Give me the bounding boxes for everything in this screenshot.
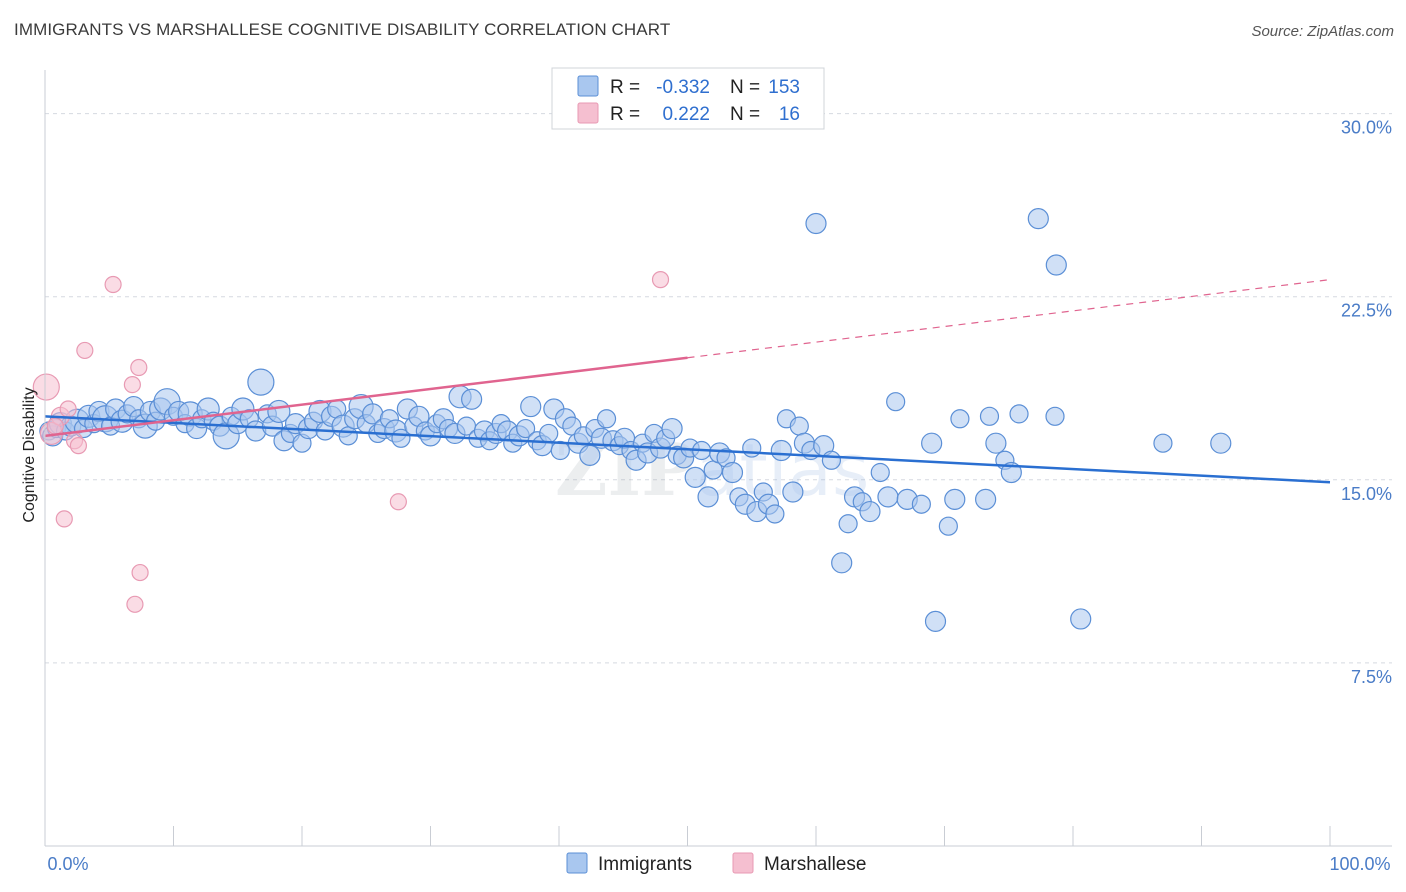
immigrants-point [782, 481, 804, 503]
immigrants-point [831, 552, 853, 574]
immigrants-point [821, 450, 842, 470]
legend: R = -0.332 N = 153 R = 0.222 N = 16 [551, 67, 825, 130]
marshallese-point [32, 373, 60, 401]
immigrants-points [39, 207, 1232, 633]
immigrants-point [1153, 433, 1173, 453]
immigrants-point [765, 504, 785, 524]
marshallese-points [32, 271, 670, 613]
bottom-legend: Immigrants Marshallese [566, 852, 866, 875]
y-axis-title: Cognitive Disability [21, 387, 38, 522]
immigrants-point [1027, 207, 1049, 230]
marshallese-point [104, 275, 122, 294]
immigrants-point [697, 486, 719, 508]
immigrants-point [805, 212, 827, 235]
marshallese-point [389, 493, 407, 511]
immigrants-point [870, 462, 890, 483]
immigrants-point [550, 440, 570, 461]
immigrants-point [1045, 254, 1067, 276]
immigrants-point [985, 432, 1007, 454]
legend-n-label-marshallese: N = [730, 104, 760, 125]
immigrants-point [838, 514, 858, 534]
marshallese-trend-line-extrapolated [687, 279, 1331, 359]
immigrants-point [1000, 461, 1022, 484]
y-tick-label: 22.5% [1341, 301, 1392, 321]
x-axis-ticks [44, 826, 1331, 846]
marshallese-point [59, 400, 77, 418]
y-tick-label: 30.0% [1341, 118, 1392, 138]
x-tick-label-min: 0.0% [47, 854, 88, 874]
legend-n-value-marshallese: 16 [779, 104, 800, 125]
immigrants-point [539, 423, 559, 444]
legend-r-label-immigrants: R = [610, 77, 640, 98]
immigrants-point [886, 392, 906, 412]
immigrants-point [924, 610, 947, 633]
chart-source: Source: ZipAtlas.com [1251, 23, 1394, 40]
legend-swatch-marshallese [577, 102, 599, 124]
immigrants-point [742, 438, 762, 458]
grid-layer [45, 113, 1392, 664]
bottom-legend-immigrants: Immigrants [598, 854, 692, 875]
immigrants-point [770, 439, 792, 462]
y-tick-label: 15.0% [1341, 484, 1392, 504]
immigrants-point [975, 488, 997, 510]
immigrants-point [515, 418, 536, 439]
immigrants-point [1070, 608, 1092, 630]
marshallese-point [69, 437, 88, 455]
marshallese-point [55, 510, 73, 528]
immigrants-point [1210, 432, 1232, 454]
immigrants-point [921, 432, 943, 454]
bottom-legend-swatch-marshallese [732, 852, 754, 874]
immigrants-point [520, 395, 542, 418]
immigrants-trend-line [44, 415, 1331, 484]
immigrants-point [596, 409, 617, 429]
marshallese-trend-line [44, 356, 688, 438]
legend-n-value-immigrants: 153 [768, 77, 800, 98]
marshallese-point [46, 417, 64, 435]
legend-r-value-marshallese: 0.222 [662, 104, 710, 125]
immigrants-point [859, 500, 881, 523]
legend-swatch-immigrants [577, 75, 599, 97]
bottom-legend-swatch-immigrants [566, 852, 588, 874]
immigrants-point [1009, 404, 1029, 424]
y-tick-label: 7.5% [1351, 667, 1392, 687]
legend-r-value-immigrants: -0.332 [656, 77, 710, 98]
marshallese-point [130, 358, 148, 377]
immigrants-point [661, 417, 683, 440]
legend-n-label-immigrants: N = [730, 77, 760, 98]
immigrants-point [579, 444, 601, 466]
y-axis-tick-labels: 7.5% 15.0% 22.5% 30.0% [1341, 118, 1392, 687]
marshallese-point [651, 271, 670, 289]
immigrants-point [338, 426, 358, 446]
marshallese-point [131, 563, 149, 582]
immigrants-point [721, 461, 744, 484]
immigrants-point [944, 488, 966, 510]
marshallese-point [123, 376, 141, 394]
immigrants-point [911, 494, 931, 514]
immigrants-point [877, 486, 899, 508]
marshallese-point [126, 595, 144, 613]
x-tick-label-max: 100.0% [1329, 854, 1390, 874]
immigrants-point [247, 368, 275, 396]
immigrants-point [461, 388, 483, 410]
immigrants-point [979, 406, 1000, 426]
immigrants-point [1045, 406, 1065, 426]
trend-lines [44, 279, 1331, 484]
immigrants-point [684, 466, 706, 488]
immigrants-point [950, 409, 970, 429]
legend-r-label-marshallese: R = [610, 104, 640, 125]
marshallese-point [76, 341, 94, 360]
immigrants-point [789, 416, 809, 436]
bottom-legend-marshallese: Marshallese [764, 854, 866, 875]
chart-title: IMMIGRANTS VS MARSHALLESE COGNITIVE DISA… [14, 20, 671, 39]
immigrants-point [938, 516, 958, 536]
